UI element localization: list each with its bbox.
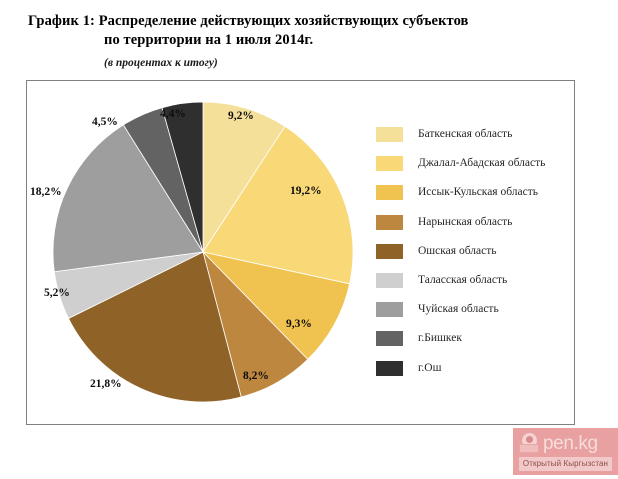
legend-color-swatch <box>376 214 403 230</box>
watermark-tagline: Открытый Кыргызстан <box>519 457 612 471</box>
legend-item[interactable]: Нарынская область <box>376 214 566 230</box>
chart-title-line-2: по территории на 1 июля 2014г. <box>104 32 314 48</box>
watermark-open-kg: pen.kg Открытый Кыргызстан <box>513 428 618 475</box>
chart-subtitle: (в процентах к итогу) <box>104 57 218 69</box>
legend-item[interactable]: Таласская область <box>376 272 566 288</box>
legend-item-label: г.Ош <box>418 361 442 374</box>
chart-title-line-1: График 1: Распределение действующих хозя… <box>28 13 469 29</box>
legend-color-swatch <box>376 243 403 259</box>
legend-item[interactable]: Баткенская область <box>376 127 566 142</box>
chart-legend: Баткенская область Джалал-Абадская област… <box>376 127 566 390</box>
legend-item-label: Джалал-Абадская область <box>418 157 546 170</box>
legend-item[interactable]: Джалал-Абадская область <box>376 156 566 172</box>
page-title: График 1: Распределение действующих хозя… <box>28 12 588 50</box>
legend-item[interactable]: Ошская область <box>376 243 566 259</box>
legend-item[interactable]: Иссык-Кульская область <box>376 185 566 201</box>
legend-item[interactable]: г.Бишкек <box>376 331 566 347</box>
legend-item-label: Таласская область <box>418 273 508 286</box>
legend-item-label: Иссык-Кульская область <box>418 186 539 199</box>
legend-color-swatch <box>376 272 403 288</box>
legend-color-swatch <box>376 302 403 318</box>
legend-color-swatch <box>376 185 403 201</box>
legend-color-swatch <box>376 360 403 376</box>
watermark-logo-text: pen.kg <box>543 432 598 454</box>
legend-item-label: г.Бишкек <box>418 332 462 345</box>
legend-item-label: Баткенская область <box>418 128 513 140</box>
legend-color-swatch <box>376 127 403 142</box>
legend-color-swatch <box>376 331 403 347</box>
legend-item-label: Ошская область <box>418 244 497 257</box>
legend-item[interactable]: г.Ош <box>376 360 566 376</box>
legend-item[interactable]: Чуйская область <box>376 302 566 318</box>
legend-item-label: Чуйская область <box>418 303 499 316</box>
watermark-logo-row: pen.kg <box>519 430 598 456</box>
legend-item-label: Нарынская область <box>418 215 513 228</box>
open-book-icon <box>519 432 542 455</box>
legend-color-swatch <box>376 156 403 172</box>
